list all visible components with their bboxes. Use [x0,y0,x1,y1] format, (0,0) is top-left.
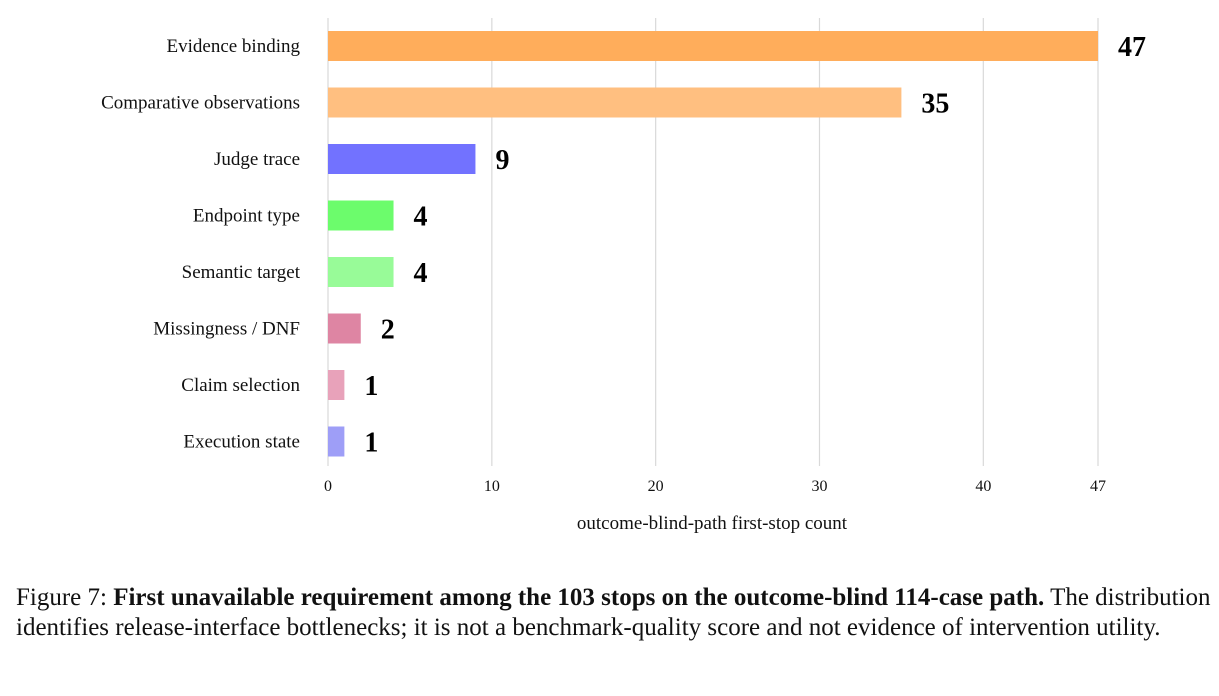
x-tick-label: 30 [811,478,827,495]
bar [328,31,1098,61]
bar-value-label: 35 [921,89,949,120]
category-label: Execution state [183,432,300,453]
caption-rest: The distribution identifies release-inte… [16,584,1211,641]
bar [328,370,345,400]
x-tick-labels: 0 10 20 30 40 47 [324,478,1106,495]
bar [328,257,394,287]
x-axis-title: outcome-blind-path first-stop count [577,513,848,534]
bar-value-label: 4 [414,258,428,289]
category-label: Endpoint type [193,206,300,227]
bar-value-label: 47 [1118,32,1146,63]
bar-value-label: 1 [364,428,378,459]
figure-caption: Figure 7: First unavailable requirement … [16,583,1211,643]
x-tick-label: 40 [975,478,991,495]
x-tick-label: 47 [1090,478,1106,495]
category-label: Judge trace [214,149,300,170]
bar [328,426,345,457]
bar-value-label: 9 [495,145,509,176]
bar-value-label: 4 [414,202,428,233]
category-label: Comparative observations [101,93,300,114]
x-tick-label: 0 [324,478,332,495]
bar-value-label: 2 [381,315,395,346]
bar-value-label: 1 [364,371,378,402]
bar [328,87,902,118]
x-tick-label: 10 [484,478,500,495]
bar [328,200,394,231]
category-label: Claim selection [181,375,300,396]
gridlines [327,18,1099,466]
bars [328,31,1098,457]
category-label: Semantic target [182,262,301,283]
bar-chart: Evidence binding Comparative observations… [101,18,1146,534]
caption-bold: First unavailable requirement among the … [113,584,1045,611]
bar [328,313,361,344]
x-tick-label: 20 [648,478,664,495]
bar [328,144,476,174]
category-label: Evidence binding [167,36,301,57]
category-labels: Evidence binding Comparative observations… [101,36,301,453]
category-label: Missingness / DNF [153,319,300,340]
caption-prefix: Figure 7: [16,584,114,611]
